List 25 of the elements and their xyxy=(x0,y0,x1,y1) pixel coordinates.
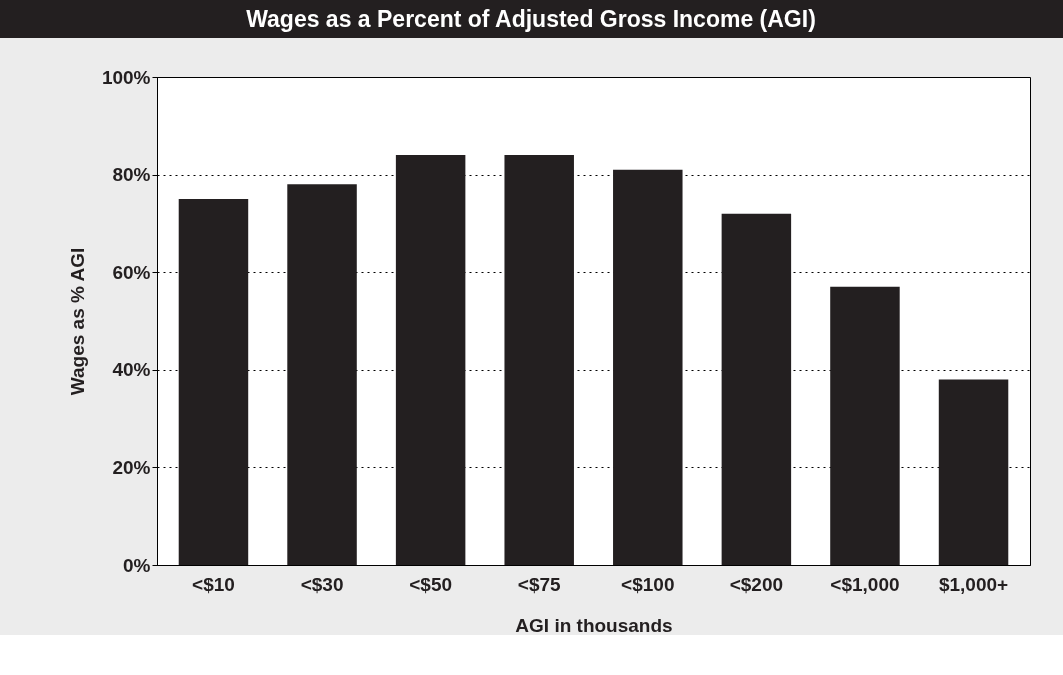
y-axis-title: Wages as % AGI xyxy=(66,247,88,396)
bar xyxy=(504,155,574,565)
x-tick-label: $1,000+ xyxy=(938,573,1009,595)
bar xyxy=(178,199,249,565)
y-tick-label: 100% xyxy=(101,66,151,88)
bar xyxy=(613,169,683,565)
y-tick-label: 0% xyxy=(123,554,151,576)
bar xyxy=(287,184,357,565)
y-tick-label: 40% xyxy=(112,359,151,381)
x-tick-label: <$30 xyxy=(300,573,344,595)
y-tick-label: 60% xyxy=(112,261,151,283)
x-tick-label: <$10 xyxy=(192,573,235,595)
x-tick-label: <$100 xyxy=(621,573,675,595)
x-tick-label: <$75 xyxy=(517,573,562,595)
x-tick-label: <$200 xyxy=(729,573,784,595)
x-tick-label: <$1,000 xyxy=(830,573,900,595)
y-tick-label: 80% xyxy=(112,164,151,186)
bar xyxy=(395,155,466,565)
y-tick-label: 20% xyxy=(112,456,151,478)
x-axis-title: AGI in thousands xyxy=(515,614,673,636)
chart-title: Wages as a Percent of Adjusted Gross Income (AGI) xyxy=(246,6,816,32)
bar xyxy=(830,286,900,565)
x-tick-label: <$50 xyxy=(409,573,453,595)
bar xyxy=(938,379,1009,565)
bar xyxy=(721,213,792,565)
